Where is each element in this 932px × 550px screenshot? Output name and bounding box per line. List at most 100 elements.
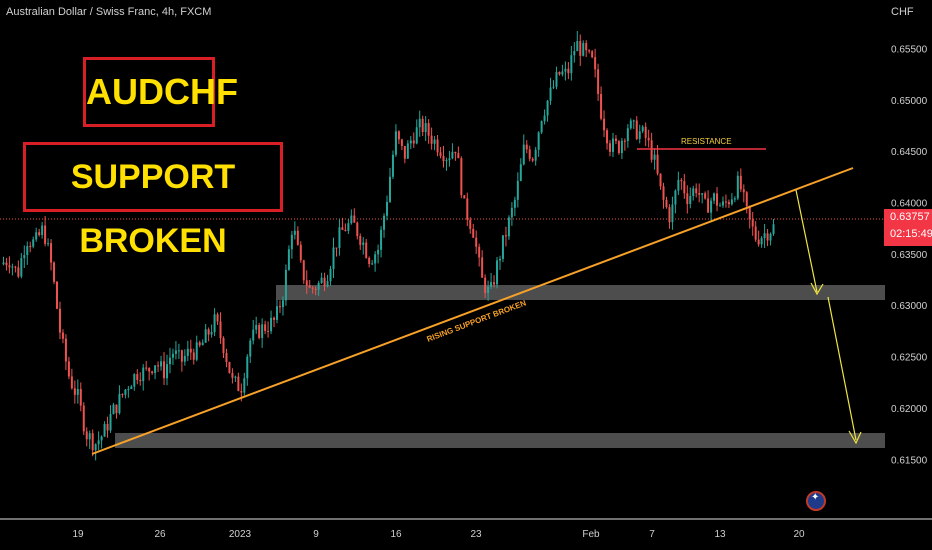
candle-body (130, 386, 133, 390)
candle-body (730, 199, 733, 205)
candle-body (362, 242, 365, 245)
candle-body (478, 246, 481, 258)
candle-body (531, 158, 534, 161)
candle-body (273, 317, 276, 320)
candle-body (157, 365, 160, 367)
symbol-label[interactable]: Australian Dollar / Swiss Franc, 4h, FXC… (6, 6, 212, 18)
price-axis[interactable]: 0.61500 0.62000 0.62500 0.63000 0.63500 0.640… (891, 44, 928, 466)
candle-body (394, 131, 397, 155)
candle-body (133, 374, 136, 387)
candle-body (739, 175, 742, 190)
candle-body (751, 219, 754, 227)
candle-body (82, 405, 85, 432)
candle-body (67, 361, 70, 377)
candle-body (26, 246, 29, 256)
time-axis[interactable]: 19 26 2023 9 16 23 Feb 7 13 20 (72, 529, 805, 540)
candle-body (772, 224, 775, 234)
candle-body (713, 193, 716, 201)
time-tick-label: 9 (313, 529, 319, 540)
candle-body (356, 222, 359, 237)
candle-body (204, 329, 207, 343)
candle-body (406, 143, 409, 159)
candle-body (240, 390, 243, 393)
time-tick-label: 2023 (229, 529, 252, 540)
candle-body (623, 140, 626, 142)
candle-body (47, 243, 50, 245)
candle-body (207, 329, 210, 335)
candle-body (261, 324, 264, 338)
candle-body (335, 247, 338, 249)
candle-body (160, 361, 163, 367)
candle-body (258, 325, 261, 338)
candle-body (742, 189, 745, 193)
candle-body (487, 286, 490, 293)
candle-body (166, 364, 169, 379)
candle-body (543, 115, 546, 122)
candle-body (73, 388, 76, 395)
price-tick-label: 0.63500 (891, 250, 928, 261)
candle-body (222, 337, 225, 354)
candle-body (106, 423, 109, 431)
candle-body (287, 249, 290, 270)
candle-body (38, 232, 41, 236)
candle-body (653, 154, 656, 160)
rising-support-trendline (91, 167, 854, 455)
candle-body (710, 200, 713, 213)
subtitle-label: SUPPORT BROKEN (23, 142, 283, 260)
time-tick-label: 23 (470, 529, 482, 540)
candle-body (579, 41, 582, 56)
price-tick-label: 0.65000 (891, 96, 928, 107)
candle-body (641, 126, 644, 132)
candle-body (510, 207, 513, 218)
candle-body (490, 282, 493, 287)
candle-body (79, 389, 82, 406)
candle-body (549, 87, 552, 101)
candle-body (418, 118, 421, 128)
candle-body (552, 86, 555, 88)
candle-body (151, 371, 154, 373)
candle-body (383, 215, 386, 230)
candle-body (763, 233, 766, 239)
candle-body (386, 201, 389, 216)
candle-body (698, 193, 701, 195)
candle-body (267, 330, 270, 332)
candle-body (507, 217, 510, 237)
candle-body (183, 355, 186, 362)
candle-body (591, 51, 594, 58)
candle-body (430, 135, 433, 144)
candle-body (617, 141, 620, 153)
candle-body (567, 68, 570, 74)
title-label: AUDCHF (83, 57, 238, 127)
candle-body (317, 283, 320, 290)
candle-body (296, 230, 299, 245)
candle-body (252, 329, 255, 341)
candle-body (237, 376, 240, 391)
candle-body (469, 219, 472, 229)
candle-body (109, 414, 112, 431)
candle-body (727, 202, 730, 205)
candle-body (704, 193, 707, 199)
candle-body (629, 120, 632, 129)
candle-body (302, 260, 305, 281)
candle-body (320, 277, 323, 284)
candle-body (100, 436, 103, 441)
candle-body (171, 353, 174, 358)
candle-body (23, 255, 26, 259)
candle-body (448, 158, 451, 161)
candle-body (284, 269, 287, 301)
candle-body (8, 265, 11, 268)
candle-body (409, 140, 412, 144)
candle-body (754, 226, 757, 240)
candle-body (255, 325, 258, 330)
candle-body (561, 71, 564, 75)
candle-body (29, 246, 32, 248)
australia-flag-icon[interactable] (806, 491, 826, 511)
resistance-label: RESISTANCE (681, 137, 732, 146)
candle-body (53, 262, 56, 282)
candle-body (519, 164, 522, 181)
candle-body (118, 393, 121, 414)
candle-body (368, 257, 371, 265)
candle-body (620, 140, 623, 153)
candle-body (97, 440, 100, 445)
